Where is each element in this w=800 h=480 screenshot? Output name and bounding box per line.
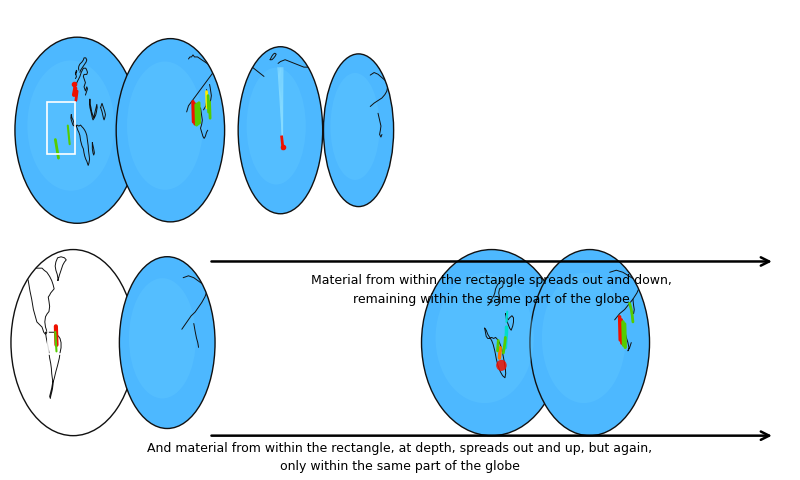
Ellipse shape (11, 250, 135, 436)
Ellipse shape (129, 278, 196, 398)
Ellipse shape (496, 360, 506, 371)
Ellipse shape (15, 37, 139, 223)
Ellipse shape (238, 47, 322, 214)
Bar (47, 102, 75, 154)
Bar (49, 319, 64, 354)
Ellipse shape (422, 250, 562, 436)
Ellipse shape (530, 250, 650, 436)
Text: remaining within the same part of the globe: remaining within the same part of the gl… (354, 293, 630, 306)
Text: Material from within the rectangle spreads out and down,: Material from within the rectangle sprea… (311, 274, 672, 287)
Ellipse shape (119, 257, 215, 429)
Ellipse shape (435, 273, 534, 403)
Text: only within the same part of the globe: only within the same part of the globe (280, 460, 520, 473)
Text: And material from within the rectangle, at depth, spreads out and up, but again,: And material from within the rectangle, … (147, 442, 653, 455)
Ellipse shape (323, 54, 394, 206)
Ellipse shape (330, 73, 379, 180)
Ellipse shape (127, 61, 203, 190)
Ellipse shape (542, 273, 626, 403)
Ellipse shape (116, 38, 225, 222)
Ellipse shape (246, 68, 306, 184)
Ellipse shape (27, 60, 114, 191)
